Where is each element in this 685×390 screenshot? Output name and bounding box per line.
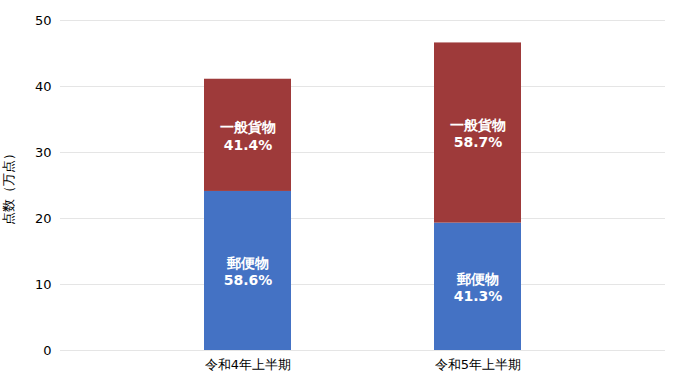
- svg-text:40: 40: [35, 79, 52, 94]
- svg-text:令和5年上半期: 令和5年上半期: [435, 357, 521, 372]
- svg-text:30: 30: [35, 145, 52, 160]
- svg-text:一般貨物41.4%: 一般貨物41.4%: [220, 119, 276, 153]
- svg-text:10: 10: [35, 277, 52, 292]
- svg-text:令和4年上半期: 令和4年上半期: [205, 357, 291, 372]
- svg-text:0: 0: [43, 343, 51, 358]
- svg-text:点数（万点）: 点数（万点）: [1, 147, 16, 225]
- svg-text:郵便物41.3%: 郵便物41.3%: [454, 271, 503, 305]
- svg-text:20: 20: [35, 211, 52, 226]
- svg-text:一般貨物58.7%: 一般貨物58.7%: [450, 117, 506, 151]
- svg-text:郵便物58.6%: 郵便物58.6%: [224, 255, 273, 289]
- svg-text:50: 50: [35, 13, 52, 28]
